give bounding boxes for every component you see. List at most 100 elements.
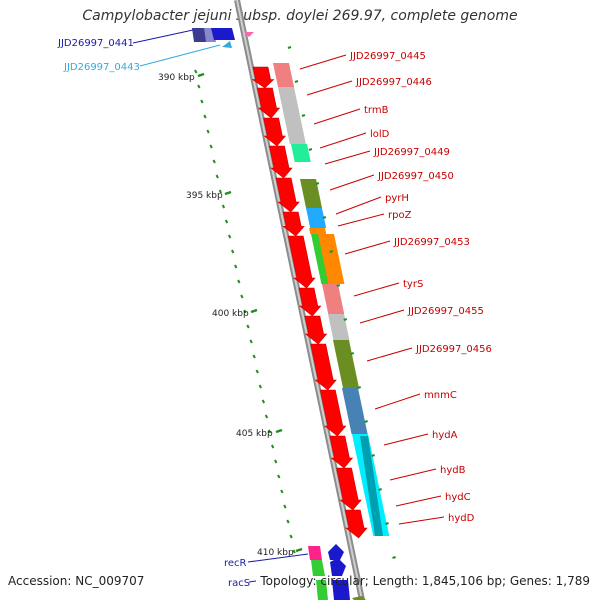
gene-arrow-12 <box>329 435 354 469</box>
gene-arrow-13 <box>336 467 362 511</box>
block-0446 <box>278 87 306 144</box>
gene-arrow-3 <box>263 117 287 147</box>
gene-label: pyrH <box>385 193 409 204</box>
topology-text: Topology: circular; Length: 1,845,106 bp… <box>260 574 590 588</box>
tick-mark-outer <box>357 386 362 389</box>
gene-leader-line <box>366 347 413 362</box>
gene-block-bottom-blue-3 <box>332 580 350 600</box>
kbp-tick <box>224 190 232 196</box>
gene-label-left: racS <box>228 578 250 589</box>
gene-block-bottom-pink <box>308 546 322 560</box>
kbp-tick <box>197 72 205 78</box>
tick-mark <box>252 354 256 359</box>
gene-arrow-9 <box>304 315 328 345</box>
gene-arrow-5 <box>275 177 300 213</box>
gene-leader-line <box>389 468 437 481</box>
gene-leader-line <box>335 196 382 215</box>
backbone-highlight <box>236 0 363 600</box>
block-tyrS <box>322 284 345 314</box>
gene-leader-line <box>329 174 375 191</box>
tick-mark <box>237 279 241 284</box>
tick-mark <box>277 474 281 479</box>
gene-arrow-8 <box>298 287 322 317</box>
tick-mark <box>197 84 201 89</box>
gene-label: rpoZ <box>388 210 412 221</box>
accession-text: Accession: NC_009707 <box>8 574 145 588</box>
gene-leader-line-left <box>139 44 221 67</box>
gene-label: hydD <box>448 513 475 524</box>
tick-mark <box>240 294 244 299</box>
tick-mark <box>246 324 250 329</box>
tick-mark <box>221 204 226 209</box>
gene-leader-line <box>359 309 405 324</box>
map-title: Campylobacter jejuni subsp. doylei 269.9… <box>82 8 518 24</box>
gene-arrow-10 <box>310 343 337 391</box>
tick-mark <box>249 339 253 344</box>
gene-label: trmB <box>364 105 389 116</box>
tick-mark-outer <box>364 420 368 423</box>
tick-mark <box>255 369 259 374</box>
tick-mark-outer <box>315 182 320 185</box>
tick-mark <box>264 414 269 419</box>
gene-label: JJD26997_0445 <box>349 51 426 62</box>
gene-leader-line <box>344 240 391 255</box>
gene-label: JJD26997_0449 <box>373 147 450 158</box>
kbp-label: 410 kbp <box>257 548 294 558</box>
gene-label: JJD26997_0450 <box>377 171 454 182</box>
gene-label: lolD <box>370 129 390 140</box>
tick-mark <box>267 429 272 434</box>
kbp-tick <box>295 547 303 553</box>
gene-leader-line <box>299 54 347 70</box>
gene-leader-line <box>374 393 421 410</box>
gene-leader-line-left <box>248 580 257 583</box>
gene-block-bottom-green <box>311 560 325 576</box>
tick-mark <box>206 129 210 134</box>
tick-mark <box>227 234 232 239</box>
tick-mark <box>274 459 278 464</box>
block-lolD <box>291 144 311 162</box>
gene-arrow-1 <box>251 66 275 89</box>
tick-mark <box>234 264 238 269</box>
gene-label-left: recR <box>224 558 247 569</box>
tick-mark-outer <box>378 488 382 491</box>
gene-arrow-7 <box>287 235 316 289</box>
tick-mark-outer <box>329 250 334 253</box>
tick-mark-outer <box>336 284 341 287</box>
tick-mark <box>212 159 216 164</box>
gene-arrow-6 <box>282 211 305 237</box>
gene-leader-line-left <box>247 553 309 563</box>
gene-block-bottom-olive <box>352 596 366 600</box>
gene-block-bottom-blue-2 <box>330 558 346 576</box>
block-0445 <box>273 63 294 87</box>
kbp-label: 390 kbp <box>158 73 195 83</box>
tick-mark <box>200 99 204 104</box>
gene-leader-line <box>398 516 445 525</box>
tick-mark-outer <box>371 454 375 457</box>
tick-mark <box>203 114 207 119</box>
gene-leader-line <box>337 213 385 227</box>
tick-mark-outer <box>322 216 327 219</box>
block-0453-b <box>318 234 345 284</box>
tick-mark <box>270 444 275 449</box>
gene-block-top-cyan <box>222 41 232 48</box>
gene-leader-line-left <box>132 29 194 44</box>
tick-mark-outer <box>287 46 292 49</box>
gene-label: hydB <box>440 465 466 476</box>
tick-mark <box>194 69 198 74</box>
gene-arrow-4 <box>269 145 293 179</box>
gene-label: tyrS <box>403 279 423 290</box>
tick-mark <box>218 189 222 194</box>
gene-label: hydC <box>445 492 471 503</box>
block-0455 <box>328 314 350 340</box>
tick-mark <box>286 519 290 524</box>
tick-mark-outer <box>385 522 389 525</box>
tick-mark-outer <box>392 556 396 559</box>
tick-mark-outer <box>308 148 313 151</box>
tick-mark <box>292 549 296 554</box>
tick-mark <box>258 384 262 389</box>
gene-block-top-blue <box>211 28 235 40</box>
gene-leader-line <box>395 495 442 507</box>
block-pyrH <box>306 208 327 228</box>
